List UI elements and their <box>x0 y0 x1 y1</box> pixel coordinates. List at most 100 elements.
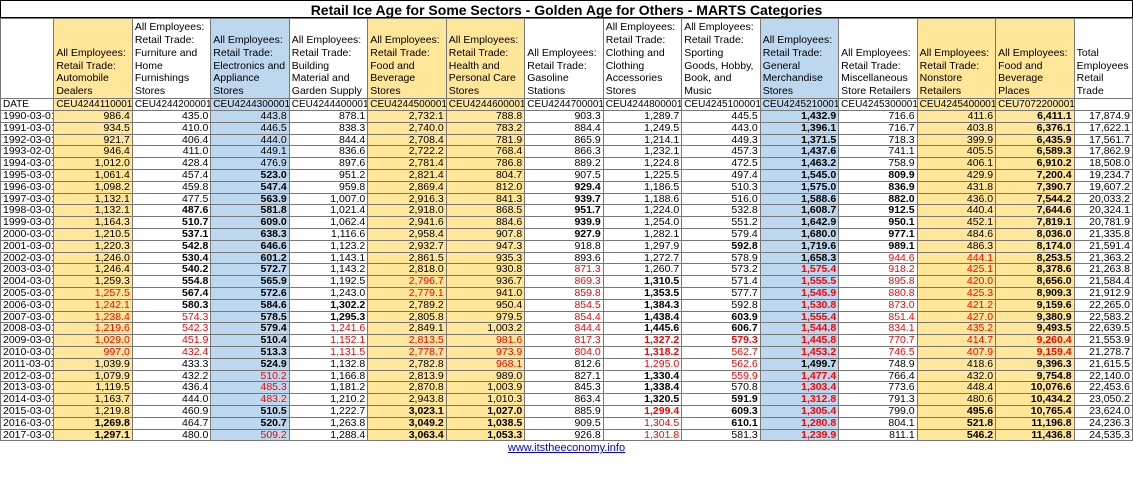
value-cell: 477.5 <box>131 192 212 206</box>
date-cell: 2016-03-01 <box>0 416 55 430</box>
value-cell: 432.2 <box>131 369 212 383</box>
value-cell: 8,378.6 <box>995 263 1075 277</box>
value-cell: 22,265.0 <box>1073 298 1133 312</box>
value-cell: 1,116.6 <box>288 227 369 241</box>
value-cell: 2,813.9 <box>367 369 447 383</box>
value-cell: 934.5 <box>53 121 133 135</box>
value-cell: 21,584.4 <box>1073 275 1133 288</box>
value-cell: 951.2 <box>288 168 369 182</box>
value-cell: 7,819.1 <box>995 216 1075 229</box>
value-cell: 1,575.4 <box>759 263 840 277</box>
value-cell: 748.9 <box>838 357 918 371</box>
date-cell: 1993-02-01 <box>0 145 55 159</box>
value-cell: 546.2 <box>916 428 997 442</box>
value-cell: 1,003.9 <box>445 381 526 395</box>
value-cell: 1,186.5 <box>602 180 683 194</box>
value-cell: 609.3 <box>681 404 761 418</box>
value-cell: 444.1 <box>916 251 997 265</box>
value-cell: 542.3 <box>131 322 212 336</box>
value-cell: 1,575.0 <box>759 180 840 194</box>
table-row: 2013-03-01 1,119.5 436.4 485.3 1,181.2 2,870.… <box>0 381 1133 395</box>
series-code: CEU7072200001 <box>995 98 1075 111</box>
value-cell: 486.3 <box>916 239 997 253</box>
value-cell: 918.8 <box>524 239 604 253</box>
date-cell: 1994-03-01 <box>0 157 55 170</box>
value-cell: 836.6 <box>288 145 369 159</box>
value-cell: 520.7 <box>210 416 290 430</box>
value-cell: 495.6 <box>916 404 997 418</box>
value-cell: 2,708.4 <box>367 133 447 147</box>
value-cell: 513.3 <box>210 345 290 359</box>
value-cell: 1,289.7 <box>602 110 683 123</box>
value-cell: 443.0 <box>681 121 761 135</box>
value-cell: 2,779.1 <box>367 286 447 300</box>
value-cell: 1,219.8 <box>53 404 133 418</box>
series-code: CEU4244800001 <box>602 98 683 111</box>
value-cell: 2,778.7 <box>367 345 447 359</box>
value-cell: 799.0 <box>838 404 918 418</box>
value-cell: 1,588.6 <box>759 192 840 206</box>
value-cell: 950.4 <box>445 298 526 312</box>
table-row: 1990-03-01 986.4 435.0 443.8 878.1 2,732.1 788… <box>0 110 1133 123</box>
value-cell: 646.6 <box>210 239 290 253</box>
value-cell: 11,196.8 <box>995 416 1075 430</box>
series-code-row: DATE CEU4244110001 CEU4244200001 CEU4244300… <box>0 98 1133 111</box>
value-cell: 459.8 <box>131 180 212 194</box>
value-cell: 804.7 <box>445 168 526 182</box>
value-cell: 1,680.0 <box>759 227 840 241</box>
value-cell: 817.3 <box>524 334 604 347</box>
value-cell: 524.9 <box>210 357 290 371</box>
value-cell: 1,166.8 <box>288 369 369 383</box>
value-cell: 838.3 <box>288 121 369 135</box>
value-cell: 845.3 <box>524 381 604 395</box>
value-cell: 22,583.2 <box>1073 310 1133 324</box>
value-cell: 907.8 <box>445 227 526 241</box>
value-cell: 497.4 <box>681 168 761 182</box>
value-cell: 485.3 <box>210 381 290 395</box>
value-cell: 844.4 <box>524 322 604 336</box>
table-row: 2010-03-01 997.0 432.4 513.3 1,131.5 2,778.7 9… <box>0 345 1133 359</box>
value-cell: 944.6 <box>838 251 918 265</box>
table-row: 2008-03-01 1,219.6 542.3 579.4 1,241.6 2,849.… <box>0 322 1133 336</box>
value-cell: 1,003.2 <box>445 322 526 336</box>
value-cell: 1,263.8 <box>288 416 369 430</box>
value-cell: 866.3 <box>524 145 604 159</box>
value-cell: 921.7 <box>53 133 133 147</box>
value-cell: 562.6 <box>681 357 761 371</box>
table-row: 1993-02-01 946.4 411.0 449.1 836.6 2,722.2 768… <box>0 145 1133 159</box>
value-cell: 2,870.8 <box>367 381 447 395</box>
value-cell: 968.1 <box>445 357 526 371</box>
value-cell: 1,224.0 <box>602 204 683 218</box>
value-cell: 1,297.1 <box>53 428 133 442</box>
footer-link[interactable]: www.itstheeconomy.info <box>507 442 626 455</box>
value-cell: 2,941.6 <box>367 216 447 229</box>
value-cell: 865.9 <box>524 133 604 147</box>
table-row: 2017-03-01 1,297.1 480.0 509.2 1,288.4 3,063.… <box>0 428 1133 442</box>
value-cell: 9,380.9 <box>995 310 1075 324</box>
value-cell: 570.8 <box>681 381 761 395</box>
value-cell: 1,039.9 <box>53 357 133 371</box>
value-cell: 878.1 <box>288 110 369 123</box>
value-cell: 429.9 <box>916 168 997 182</box>
date-cell: 1998-03-01 <box>0 204 55 218</box>
value-cell: 567.4 <box>131 286 212 300</box>
value-cell: 1,143.1 <box>288 251 369 265</box>
series-code: CEU4245400001 <box>916 98 997 111</box>
value-cell: 542.8 <box>131 239 212 253</box>
value-cell: 9,260.4 <box>995 334 1075 347</box>
date-cell: 2003-03-01 <box>0 263 55 277</box>
value-cell: 977.1 <box>838 227 918 241</box>
value-cell: 1,241.6 <box>288 322 369 336</box>
value-cell: 882.0 <box>838 192 918 206</box>
value-cell: 2,861.5 <box>367 251 447 265</box>
value-cell: 788.8 <box>445 110 526 123</box>
value-cell: 2,869.4 <box>367 180 447 194</box>
date-cell: 2008-03-01 <box>0 322 55 336</box>
value-cell: 1,437.6 <box>759 145 840 159</box>
value-cell: 7,644.6 <box>995 204 1075 218</box>
value-cell: 573.2 <box>681 263 761 277</box>
value-cell: 834.1 <box>838 322 918 336</box>
value-cell: 464.7 <box>131 416 212 430</box>
value-cell: 406.4 <box>131 133 212 147</box>
